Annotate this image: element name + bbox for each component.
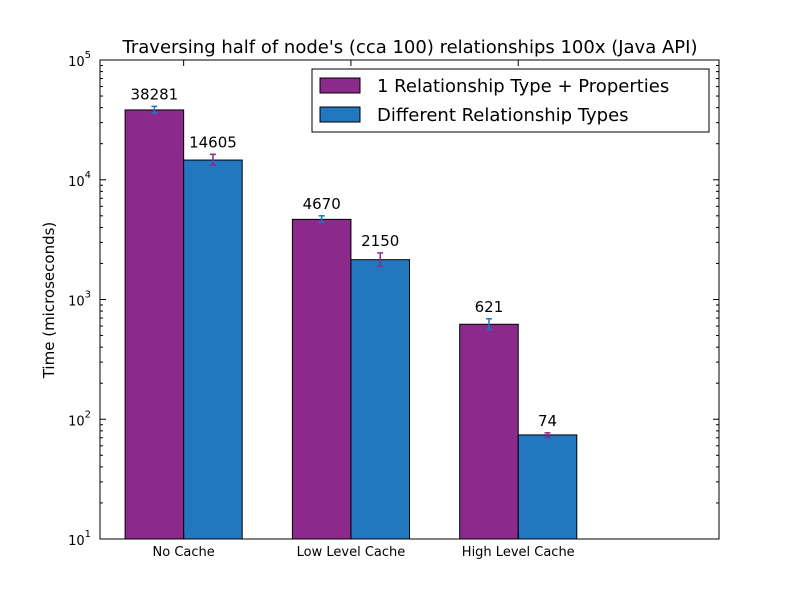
y-tick-label: 102 xyxy=(68,409,91,429)
legend: 1 Relationship Type + Properties Differe… xyxy=(311,68,710,133)
bar xyxy=(124,109,185,540)
legend-swatch xyxy=(319,106,361,123)
error-bar xyxy=(151,105,158,114)
data-label: 4670 xyxy=(303,195,341,213)
y-tick-label: 103 xyxy=(68,290,91,310)
error-bars-layer xyxy=(151,105,551,438)
bar xyxy=(517,434,578,540)
y-axis: 101 102 103 104 105 xyxy=(68,50,719,549)
bars-layer xyxy=(124,109,578,540)
chart-title: Traversing half of node's (cca 100) rela… xyxy=(122,37,698,58)
data-label: 74 xyxy=(538,412,557,430)
data-label: 621 xyxy=(475,298,504,316)
error-bar xyxy=(485,318,492,331)
legend-label: 1 Relationship Type + Properties xyxy=(377,76,669,97)
bar xyxy=(291,218,352,540)
bar xyxy=(459,323,519,540)
data-label: 14605 xyxy=(189,133,237,151)
legend-box xyxy=(311,68,710,133)
data-labels-layer: 38281 4670 621 14605 2150 74 xyxy=(131,85,558,429)
bar xyxy=(350,259,411,540)
error-bar xyxy=(209,153,216,166)
y-tick-label: 104 xyxy=(68,170,91,190)
x-tick-label: High Level Cache xyxy=(462,545,575,560)
x-tick-label: Low Level Cache xyxy=(297,545,406,560)
x-axis: No Cache Low Level Cache High Level Cache xyxy=(153,60,575,560)
y-tick-label: 101 xyxy=(68,529,91,549)
error-bar xyxy=(377,252,384,267)
legend-label: Different Relationship Types xyxy=(377,105,629,126)
data-label: 2150 xyxy=(361,232,399,250)
bar xyxy=(183,159,243,540)
y-tick-label: 105 xyxy=(68,50,91,70)
data-label: 38281 xyxy=(131,85,179,103)
y-axis-label: Time (microseconds) xyxy=(40,222,58,380)
error-bar xyxy=(544,432,551,438)
x-tick-label: No Cache xyxy=(153,545,215,560)
error-bar xyxy=(318,215,325,224)
legend-swatch xyxy=(319,77,361,94)
